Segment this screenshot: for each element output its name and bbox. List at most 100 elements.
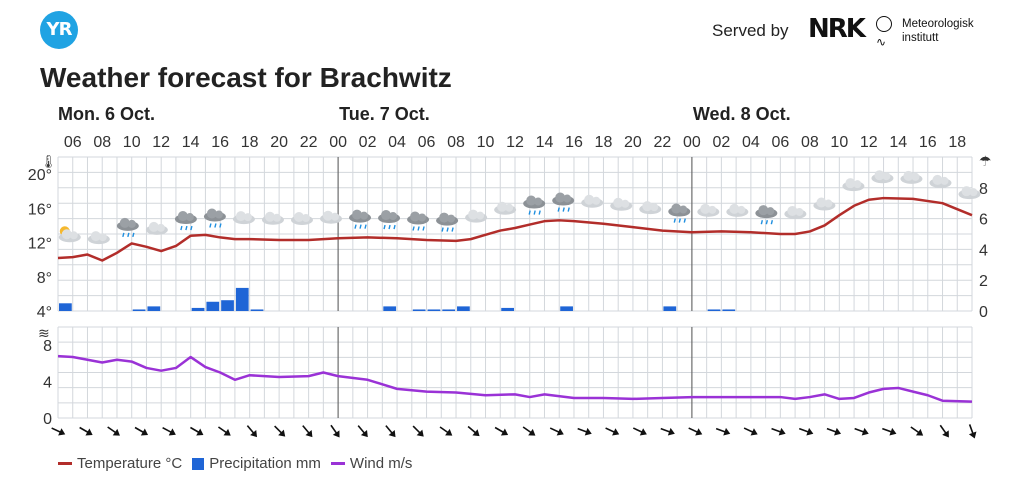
cloudy-icon	[581, 194, 604, 208]
wind-direction-arrow-icon	[79, 426, 93, 436]
x-tick-label: 08	[93, 134, 111, 151]
x-tick-label: 22	[300, 134, 318, 151]
wind-direction-arrow-icon	[910, 426, 924, 436]
served-by-label: Served by	[712, 21, 789, 40]
cloudy-rain-icon	[523, 195, 546, 215]
legend-wind[interactable]: Wind m/s	[330, 455, 413, 472]
x-tick-label: 00	[329, 134, 347, 151]
precipitation-bar	[412, 309, 426, 311]
wind-direction-arrow-icon	[134, 426, 149, 436]
legend-precipitation-swatch	[192, 457, 205, 470]
cloudy-rain-icon	[668, 203, 691, 223]
precipitation-bar	[427, 309, 441, 311]
x-tick-label: 14	[182, 134, 200, 151]
cloudy-icon	[465, 209, 488, 223]
precipitation-bar	[442, 309, 456, 311]
wind-direction-arrow-icon	[494, 426, 509, 436]
wind-direction-arrow-icon	[798, 427, 814, 436]
legend-precipitation-label: Precipitation mm	[209, 455, 321, 472]
day-label: Tue. 7 Oct.	[339, 104, 430, 124]
cloudy-icon	[639, 201, 662, 215]
wind-icon: ≋	[38, 325, 50, 341]
cloudy-rain-icon	[174, 211, 197, 231]
precipitation-bar	[722, 309, 736, 311]
met-line1: Meteorologisk	[902, 18, 974, 30]
wind-direction-arrow-icon	[412, 425, 424, 437]
wind-direction-arrow-icon	[549, 427, 564, 436]
cloudy-rain-icon	[349, 209, 372, 229]
cloudy-icon	[610, 197, 633, 211]
legend-temperature[interactable]: Temperature °C	[58, 455, 182, 472]
thermometer-icon: 🌡	[40, 154, 57, 169]
precipitation-tick-label: 8	[979, 181, 988, 198]
wind-direction-arrow-icon	[743, 427, 758, 436]
cloudy-icon	[87, 231, 110, 245]
x-tick-label: 08	[447, 134, 465, 151]
wind-direction-arrow-icon	[605, 427, 620, 436]
legend-wind-label: Wind m/s	[349, 455, 413, 472]
wind-direction-arrow-icon	[217, 426, 231, 436]
met-institute-logo-icon	[876, 16, 892, 32]
precipitation-tick-label: 6	[979, 212, 988, 229]
x-tick-label: 06	[418, 134, 436, 151]
precipitation-bar	[501, 307, 514, 311]
wind-direction-arrow-icon	[854, 427, 869, 436]
day-label: Mon. 6 Oct.	[58, 104, 155, 124]
cloudy-rain-icon	[755, 205, 778, 225]
wind-direction-arrow-icon	[660, 427, 675, 436]
wind-direction-arrow-icon	[330, 424, 340, 438]
nrk-logo[interactable]: NRK	[808, 14, 866, 44]
cloudy-icon	[871, 170, 894, 184]
cloudy-icon	[726, 203, 749, 217]
wind-direction-arrow-icon	[190, 426, 204, 436]
wind-direction-arrow-icon	[968, 424, 977, 439]
cloudy-icon	[261, 211, 284, 225]
cloudy-icon	[320, 210, 343, 224]
legend-temperature-swatch	[58, 462, 72, 465]
x-tick-label: 16	[565, 134, 583, 151]
x-tick-label: 18	[948, 134, 966, 151]
precipitation-tick-label: 2	[979, 273, 988, 290]
wind-direction-arrow-icon	[357, 425, 368, 438]
met-institute-name[interactable]: Meteorologisk institutt	[902, 17, 974, 45]
x-tick-label: 06	[64, 134, 82, 151]
wind-tick-label: 4	[43, 375, 52, 392]
x-tick-label: 18	[595, 134, 613, 151]
legend-precipitation[interactable]: Precipitation mm	[192, 455, 321, 472]
legend-temperature-label: Temperature °C	[77, 455, 183, 472]
cloudy-icon	[958, 186, 981, 200]
x-tick-label: 02	[712, 134, 730, 151]
temperature-tick-label: 12°	[28, 236, 52, 253]
precipitation-bar	[663, 306, 677, 311]
x-tick-label: 00	[683, 134, 701, 151]
wind-direction-arrow-icon	[882, 427, 897, 436]
cloudy-icon	[900, 170, 923, 184]
x-tick-label: 12	[152, 134, 170, 151]
x-tick-label: 14	[889, 134, 907, 151]
temperature-tick-label: 16°	[28, 201, 52, 218]
wind-direction-arrow-icon	[826, 427, 842, 436]
temperature-line	[57, 196, 973, 262]
wind-direction-arrow-icon	[439, 426, 453, 436]
x-tick-label: 08	[801, 134, 819, 151]
x-tick-label: 10	[477, 134, 495, 151]
cloudy-rain-icon	[203, 208, 226, 228]
chart-legend: Temperature °C Precipitation mm Wind m/s	[58, 455, 422, 472]
cloudy-icon	[842, 178, 865, 192]
yr-logo[interactable]: YR	[40, 11, 78, 49]
precipitation-bar	[250, 309, 264, 311]
x-tick-label: 12	[506, 134, 524, 151]
precipitation-bar	[235, 287, 249, 311]
cloudy-icon	[145, 221, 168, 235]
x-tick-label: 12	[860, 134, 878, 151]
precipitation-tick-label: 0	[979, 304, 988, 321]
x-tick-label: 04	[742, 134, 760, 151]
precipitation-bar	[560, 306, 573, 311]
wind-line	[57, 354, 973, 403]
met-wave-icon: ∿	[876, 35, 887, 49]
wind-direction-arrow-icon	[632, 427, 647, 436]
cloudy-icon	[494, 201, 517, 215]
precipitation-bar	[457, 306, 470, 311]
x-tick-label: 10	[123, 134, 141, 151]
